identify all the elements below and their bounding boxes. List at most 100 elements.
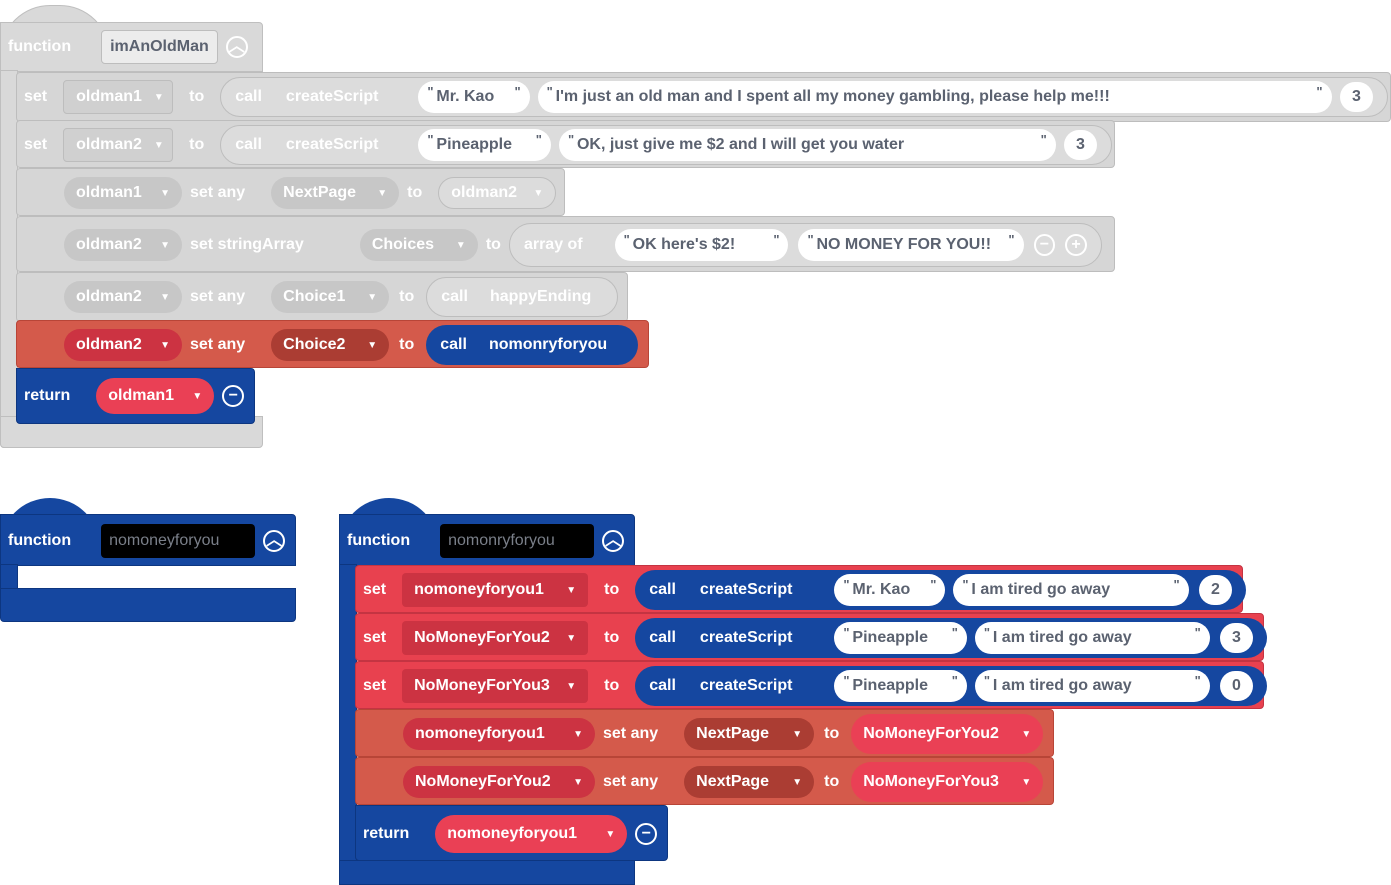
function-name-field[interactable]: nomoneyforyou bbox=[101, 524, 256, 558]
property-dropdown: NextPage ▼ bbox=[684, 718, 815, 750]
function-name-field[interactable]: nomonryforyou bbox=[440, 524, 595, 558]
return-keyword: return bbox=[363, 825, 410, 842]
property-dropdown: NextPage ▼ bbox=[684, 766, 815, 798]
chevron-down-icon[interactable]: ▼ bbox=[533, 187, 544, 199]
call-keyword: call bbox=[649, 581, 676, 598]
function-footer bbox=[0, 588, 296, 622]
chevron-down-icon[interactable]: ▼ bbox=[153, 139, 164, 151]
property-dropdown: Choice1 ▼ bbox=[271, 281, 390, 313]
call-keyword: call bbox=[649, 629, 676, 646]
value-dropdown: NoMoneyForYou3 ▼ bbox=[851, 762, 1044, 802]
chevron-down-icon[interactable]: ▼ bbox=[566, 680, 577, 692]
string-arg-1[interactable]: " Pineapple " bbox=[834, 670, 967, 702]
function-keyword: function bbox=[347, 532, 411, 549]
call-block-createScript[interactable]: call createScript " Pineapple " " I am tire… bbox=[635, 618, 1268, 658]
array-of-label: array of bbox=[523, 236, 583, 253]
chevron-down-icon[interactable]: ▼ bbox=[792, 776, 803, 788]
call-block-createScript[interactable]: call createScript " Pineapple " " I am tire… bbox=[635, 666, 1268, 706]
chevron-down-icon[interactable]: ▼ bbox=[160, 339, 170, 351]
chevron-down-icon[interactable]: ▼ bbox=[792, 728, 803, 740]
op-label: set stringArray bbox=[190, 236, 304, 253]
to-keyword: to bbox=[604, 581, 620, 598]
call-keyword: call bbox=[235, 88, 262, 105]
property-dropdown: Choice2 ▼ bbox=[271, 329, 390, 361]
function-keyword: function bbox=[8, 38, 72, 55]
to-keyword: to bbox=[604, 629, 620, 646]
string-arg-2[interactable]: " I am tired go away " bbox=[974, 670, 1210, 702]
string-arg-2[interactable]: " I'm just an old man and I spent all my … bbox=[537, 81, 1332, 113]
property-dropdown: NextPage ▼ bbox=[271, 177, 400, 209]
set-keyword: set bbox=[363, 629, 387, 646]
string-arg-1[interactable]: " Mr. Kao " bbox=[418, 81, 530, 113]
number-arg[interactable]: 0 bbox=[1219, 671, 1254, 701]
function-name-field[interactable]: imAnOldMan bbox=[101, 30, 218, 64]
call-block-happyEnding[interactable]: call happyEnding bbox=[426, 277, 619, 317]
minus-icon[interactable]: − bbox=[222, 385, 245, 407]
chevron-down-icon[interactable]: ▼ bbox=[566, 584, 577, 596]
op-label: set any bbox=[190, 184, 246, 201]
object-dropdown: oldman2 ▼ bbox=[64, 229, 182, 261]
procedure-name: nomonryforyou bbox=[488, 336, 608, 353]
chevron-down-icon[interactable]: ▼ bbox=[605, 828, 616, 840]
call-block-createScript[interactable]: call createScript " Mr. Kao " " I'm just an… bbox=[220, 77, 1389, 117]
chevron-down-icon[interactable]: ▼ bbox=[566, 632, 577, 644]
number-arg[interactable]: 3 bbox=[1339, 82, 1374, 112]
minus-icon[interactable]: − bbox=[1033, 234, 1056, 256]
object-dropdown: oldman1 ▼ bbox=[64, 177, 182, 209]
call-keyword: call bbox=[235, 136, 262, 153]
chevron-down-icon[interactable]: ▼ bbox=[573, 776, 583, 788]
chevron-down-icon[interactable]: ▼ bbox=[367, 291, 378, 303]
object-dropdown: oldman2 ▼ bbox=[64, 281, 182, 313]
empty-statement-slot[interactable] bbox=[18, 566, 64, 588]
call-keyword: call bbox=[441, 288, 468, 305]
chevron-down-icon[interactable]: ▼ bbox=[160, 187, 170, 199]
chevron-down-icon[interactable]: ▼ bbox=[1021, 728, 1032, 740]
return-variable-dropdown: oldman1 ▼ bbox=[96, 378, 215, 414]
chevron-down-icon[interactable]: ▼ bbox=[160, 239, 170, 251]
to-keyword: to bbox=[485, 236, 501, 253]
chevron-down-icon[interactable]: ▼ bbox=[1021, 776, 1032, 788]
collapse-icon[interactable]: ︿ bbox=[225, 36, 248, 58]
chevron-down-icon[interactable]: ▼ bbox=[377, 187, 388, 199]
number-arg[interactable]: 2 bbox=[1198, 575, 1233, 605]
number-arg[interactable]: 3 bbox=[1219, 623, 1254, 653]
object-dropdown: nomoneyforyou1 ▼ bbox=[403, 718, 595, 750]
to-keyword: to bbox=[824, 773, 840, 790]
function-footer bbox=[339, 860, 635, 885]
array-of-block[interactable]: array of " OK here's $2! " " NO MONEY FOR Y… bbox=[508, 223, 1102, 267]
plus-icon[interactable]: + bbox=[1065, 234, 1087, 256]
op-label: set any bbox=[190, 336, 246, 353]
minus-icon[interactable]: − bbox=[635, 823, 658, 845]
return-variable-dropdown: nomoneyforyou1 ▼ bbox=[435, 815, 628, 853]
chevron-down-icon[interactable]: ▼ bbox=[160, 291, 170, 303]
procedure-name: createScript bbox=[285, 88, 379, 105]
string-arg-2[interactable]: " I am tired go away " bbox=[974, 622, 1210, 654]
to-keyword: to bbox=[189, 136, 205, 153]
chevron-down-icon[interactable]: ▼ bbox=[153, 91, 164, 103]
chevron-down-icon[interactable]: ▼ bbox=[367, 339, 378, 351]
call-keyword: call bbox=[440, 336, 467, 353]
variable-name: oldman2 bbox=[76, 136, 142, 153]
call-block-createScript[interactable]: call createScript " Pineapple " " OK, just … bbox=[220, 125, 1113, 165]
call-block-nomonryforyou[interactable]: call nomonryforyou bbox=[426, 325, 639, 365]
string-arg-2[interactable]: " I am tired go away " bbox=[953, 574, 1189, 606]
chevron-down-icon[interactable]: ▼ bbox=[455, 239, 466, 251]
chevron-down-icon[interactable]: ▼ bbox=[192, 390, 203, 402]
property-dropdown: Choices ▼ bbox=[359, 229, 478, 261]
string-item-1[interactable]: " OK here's $2! " bbox=[614, 229, 789, 261]
chevron-down-icon[interactable]: ▼ bbox=[573, 728, 583, 740]
variable-name: oldman1 bbox=[76, 88, 142, 105]
call-block-createScript[interactable]: call createScript " Mr. Kao " " I am tired … bbox=[635, 570, 1247, 610]
string-arg-1[interactable]: " Pineapple " bbox=[834, 622, 967, 654]
collapse-icon[interactable]: ︿ bbox=[263, 530, 286, 552]
string-arg-1[interactable]: " Pineapple " bbox=[418, 129, 551, 161]
to-keyword: to bbox=[399, 288, 415, 305]
string-arg-1[interactable]: " Mr. Kao " bbox=[834, 574, 946, 606]
string-arg-2[interactable]: " OK, just give me $2 and I will get you … bbox=[558, 129, 1056, 161]
collapse-icon[interactable]: ︿ bbox=[602, 530, 625, 552]
to-keyword: to bbox=[189, 88, 205, 105]
variable-dropdown: oldman1 ▼ bbox=[63, 80, 174, 114]
to-keyword: to bbox=[407, 184, 423, 201]
number-arg[interactable]: 3 bbox=[1063, 130, 1098, 160]
string-item-2[interactable]: " NO MONEY FOR YOU!! " bbox=[798, 229, 1024, 261]
